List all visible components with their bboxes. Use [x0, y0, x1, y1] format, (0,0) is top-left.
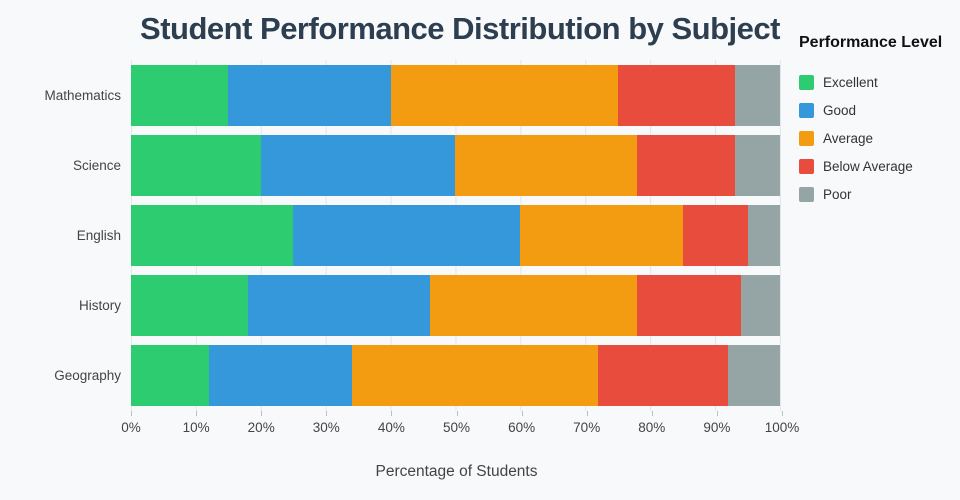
bar-segment-average-mathematics[interactable]: [390, 64, 618, 126]
bar-row-english: [131, 204, 780, 266]
bar-segment-average-geography[interactable]: [351, 345, 599, 407]
x-tick-label: 50%: [442, 420, 471, 435]
x-tick-label: 40%: [377, 420, 405, 435]
y-axis-label-history: History: [78, 298, 121, 314]
x-tick-mark: [326, 411, 328, 416]
x-tick-mark: [651, 411, 653, 416]
x-axis-title: Percentage of Students: [375, 463, 538, 480]
legend-item-label: Excellent: [823, 74, 878, 90]
legend-item-good[interactable]: Good: [799, 96, 957, 124]
y-axis-label-mathematics: Mathematics: [44, 87, 121, 103]
bar-segment-poor-english[interactable]: [747, 204, 780, 266]
legend-items: Excellent Good Average Below Average Poor: [799, 68, 957, 208]
x-tick-mark: [456, 411, 458, 416]
x-tick-label: 20%: [247, 420, 275, 435]
y-axis-label-english: English: [76, 227, 121, 243]
x-tick-mark: [261, 411, 263, 416]
bar-segment-below-average-geography[interactable]: [598, 345, 729, 407]
chart-title: Student Performance Distribution by Subj…: [140, 11, 780, 46]
x-tick-label: 10%: [182, 420, 210, 435]
x-tick-mark: [716, 411, 718, 416]
bar-row-geography: [131, 345, 780, 407]
bar-segment-good-history[interactable]: [247, 275, 430, 337]
x-tick-label: 90%: [703, 420, 731, 435]
legend-title: Performance Level: [799, 34, 943, 51]
bar-segment-excellent-geography[interactable]: [131, 345, 209, 407]
bar-segment-below-average-english[interactable]: [682, 204, 748, 266]
bar-row-history: [131, 275, 780, 337]
bar-segment-average-science[interactable]: [455, 134, 638, 196]
bar-segment-poor-history[interactable]: [741, 275, 780, 337]
x-tick-mark: [196, 411, 198, 416]
x-tick-mark: [586, 411, 588, 416]
bar-segment-excellent-science[interactable]: [131, 134, 261, 196]
legend-item-excellent[interactable]: Excellent: [799, 68, 957, 96]
bar-segment-good-science[interactable]: [260, 134, 456, 196]
bar-segment-below-average-mathematics[interactable]: [617, 64, 735, 126]
x-axis: 0% 10% 20% 30% 40% 50% 60% 70% 80% 90% 100%: [121, 411, 799, 443]
x-tick-label: 30%: [312, 420, 340, 435]
bar-segment-excellent-history[interactable]: [131, 275, 248, 337]
y-axis-label-science: Science: [72, 157, 121, 173]
x-tick-mark: [131, 411, 132, 416]
bar-row-mathematics: [131, 64, 780, 126]
x-tick-mark: [521, 411, 523, 416]
plot-area: [131, 60, 781, 411]
x-tick-label: 60%: [508, 420, 536, 435]
bar-segment-poor-science[interactable]: [734, 134, 780, 196]
x-tick-mark: [391, 411, 393, 416]
bar-segment-poor-geography[interactable]: [728, 345, 780, 407]
legend-item-average[interactable]: Average: [799, 124, 957, 152]
y-axis-label-geography: Geography: [54, 368, 121, 384]
legend-item-label: Average: [823, 130, 874, 146]
bar-segment-good-geography[interactable]: [208, 345, 352, 407]
legend-item-label: Good: [823, 102, 857, 118]
legend-swatch-below-average: [799, 158, 814, 174]
bar-segment-excellent-mathematics[interactable]: [131, 64, 229, 126]
legend-swatch-excellent: [799, 74, 814, 90]
bar-row-science: [131, 134, 780, 196]
x-tick-mark: [782, 411, 783, 416]
legend-item-below-average[interactable]: Below Average: [799, 152, 957, 180]
legend: Performance Level Excellent Good Average Be…: [799, 34, 957, 208]
legend-swatch-poor: [799, 186, 814, 202]
bar-segment-good-mathematics[interactable]: [228, 64, 391, 126]
y-axis-labels: Mathematics Science English History Geograph…: [0, 60, 121, 411]
bar-segment-poor-mathematics[interactable]: [734, 64, 780, 126]
x-tick-label: 80%: [638, 420, 666, 435]
bar-segment-below-average-science[interactable]: [637, 134, 735, 196]
bar-segment-average-history[interactable]: [429, 275, 638, 337]
bar-segment-below-average-history[interactable]: [637, 275, 742, 337]
bar-segment-good-english[interactable]: [293, 204, 521, 266]
legend-item-poor[interactable]: Poor: [799, 180, 957, 208]
legend-item-label: Poor: [823, 186, 852, 202]
x-tick-label: 100%: [764, 420, 800, 435]
legend-swatch-good: [799, 102, 814, 118]
legend-item-label: Below Average: [823, 158, 913, 174]
x-tick-label: 70%: [573, 420, 601, 435]
legend-swatch-average: [799, 130, 814, 146]
bar-segment-average-english[interactable]: [520, 204, 683, 266]
bar-segment-excellent-english[interactable]: [131, 204, 294, 266]
x-tick-label: 0%: [121, 420, 141, 435]
